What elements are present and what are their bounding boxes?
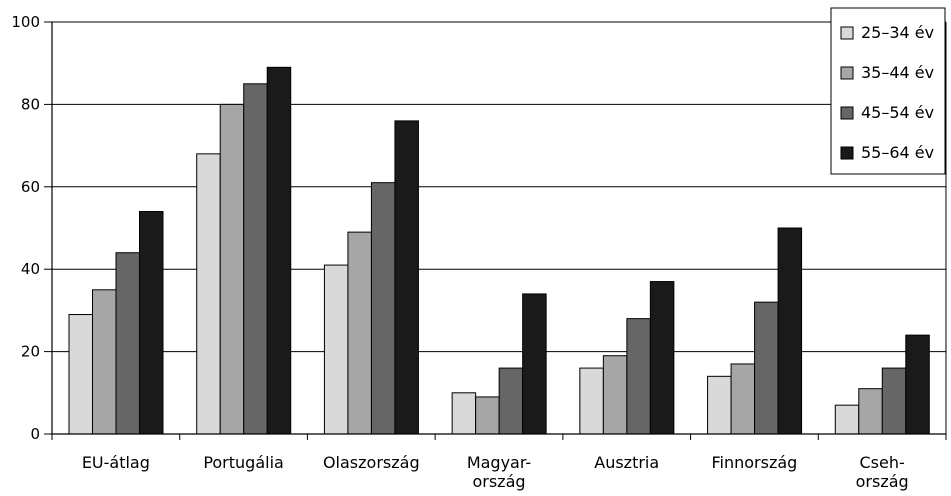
bar-2-5 bbox=[602, 355, 628, 435]
legend-label-3: 45–54 év bbox=[861, 103, 934, 122]
legend-label-4: 55–64 év bbox=[861, 143, 934, 162]
legend-swatch-3 bbox=[840, 106, 854, 120]
y-axis-ticks: 0 20 40 60 80 100 bbox=[11, 13, 947, 443]
bar-3-4 bbox=[498, 367, 524, 435]
x-category-label-3: Olaszország bbox=[323, 453, 420, 472]
legend-label-2: 35–44 év bbox=[861, 63, 934, 82]
bar-3-3 bbox=[370, 182, 396, 435]
bar-4-5 bbox=[649, 281, 675, 435]
bars bbox=[68, 66, 930, 435]
bar-4-6 bbox=[777, 227, 803, 435]
axes bbox=[51, 22, 947, 435]
x-category-label-1: EU-átlag bbox=[82, 453, 150, 472]
bar-4-2 bbox=[266, 66, 292, 435]
bar-1-1 bbox=[68, 314, 93, 435]
y-tick-label-5: 100 bbox=[11, 13, 40, 31]
legend-swatch-4 bbox=[840, 146, 854, 160]
y-tick-label-4: 80 bbox=[21, 95, 40, 113]
bar-4-4 bbox=[522, 293, 547, 435]
legend-swatch-2 bbox=[840, 66, 854, 80]
x-category-label-5: Ausztria bbox=[594, 453, 659, 472]
y-tick-label-2: 40 bbox=[21, 260, 40, 278]
bar-2-3 bbox=[347, 231, 372, 435]
x-category-label-2: Portugália bbox=[203, 453, 284, 472]
legend-label-1: 25–34 év bbox=[861, 23, 934, 42]
bar-3-6 bbox=[754, 301, 779, 435]
bar-1-5 bbox=[579, 367, 604, 435]
bar-4-1 bbox=[139, 211, 164, 435]
bar-2-1 bbox=[92, 289, 117, 435]
bar-1-2 bbox=[196, 153, 221, 435]
bar-2-4 bbox=[475, 396, 500, 435]
x-category-label-7: Cseh-ország bbox=[856, 453, 909, 491]
legend: 25–34 év 35–44 év 45–54 év 55–64 év bbox=[830, 7, 946, 175]
gridlines bbox=[52, 21, 946, 353]
bar-2-6 bbox=[730, 363, 756, 435]
bar-1-7 bbox=[834, 404, 860, 435]
y-tick-label-1: 20 bbox=[21, 343, 40, 361]
bar-1-6 bbox=[707, 375, 732, 435]
x-axis-categories: EU-átlag Portugália Olaszország Magyar-orsz… bbox=[82, 453, 909, 491]
bar-1-3 bbox=[323, 264, 349, 435]
bar-4-7 bbox=[905, 334, 930, 435]
y-tick-label-0: 0 bbox=[30, 425, 40, 443]
x-category-label-4: Magyar-ország bbox=[467, 453, 531, 491]
x-category-label-6: Finnország bbox=[712, 453, 798, 472]
legend-swatch-1 bbox=[840, 26, 854, 40]
bar-4-3 bbox=[394, 120, 419, 435]
bar-3-5 bbox=[626, 318, 651, 435]
bar-1-4 bbox=[451, 392, 477, 435]
y-tick-label-3: 60 bbox=[21, 178, 40, 196]
bar-3-2 bbox=[243, 83, 268, 435]
bar-2-7 bbox=[858, 388, 883, 435]
bar-3-7 bbox=[881, 367, 907, 435]
bar-2-2 bbox=[219, 103, 245, 435]
bar-3-1 bbox=[115, 252, 140, 435]
